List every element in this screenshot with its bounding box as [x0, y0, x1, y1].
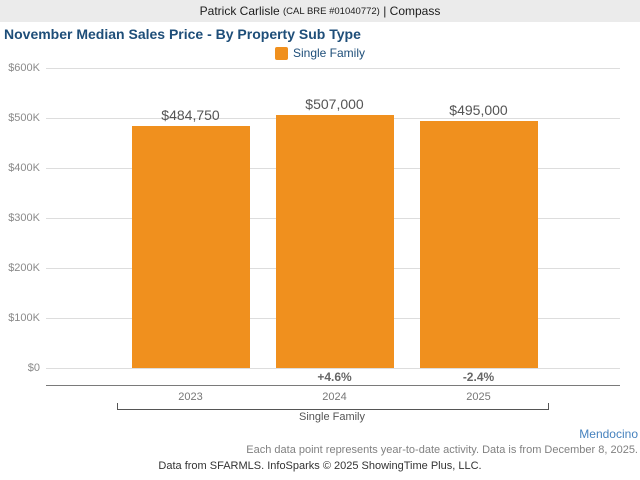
y-axis-tick-label: $0: [27, 362, 40, 374]
group-bracket: [117, 403, 549, 410]
brokerage-name: Compass: [389, 4, 441, 18]
chart-legend: Single Family: [0, 46, 640, 60]
y-axis-tick-label: $300K: [8, 212, 40, 224]
y-axis-tick-label: $500K: [8, 112, 40, 124]
bar-value-label: $495,000: [449, 101, 508, 118]
pct-change-label: +4.6%: [317, 370, 352, 384]
y-axis-tick-label: $200K: [8, 262, 40, 274]
bar[interactable]: [131, 125, 250, 368]
gridline: [46, 368, 620, 369]
pct-change-label: -2.4%: [462, 370, 495, 384]
group-label: Single Family: [298, 411, 366, 423]
data-note: Each data point represents year-to-date …: [246, 444, 638, 456]
x-axis-tick-label: 2024: [322, 391, 347, 403]
legend-label: Single Family: [292, 46, 366, 60]
y-axis-tick-label: $600K: [8, 62, 40, 74]
x-axis-tick-label: 2025: [466, 391, 491, 403]
x-axis-tick-label: 2023: [178, 391, 203, 403]
branding-header: Patrick Carlisle (CAL BRE #01040772) | C…: [0, 0, 640, 22]
x-axis-line: [46, 385, 620, 386]
legend-swatch-single-family: [274, 46, 288, 60]
y-axis-tick-label: $400K: [8, 162, 40, 174]
agent-license: (CAL BRE #01040772): [283, 5, 380, 17]
bar-value-label: $507,000: [305, 95, 364, 112]
bar-value-label: $484,750: [161, 106, 220, 123]
gridline: [46, 68, 620, 69]
bar[interactable]: [419, 120, 538, 368]
chart-title: November Median Sales Price - By Propert…: [4, 26, 361, 42]
header-separator: |: [383, 4, 387, 18]
y-axis-tick-label: $100K: [8, 312, 40, 324]
region-label[interactable]: Mendocino: [579, 427, 638, 441]
bar[interactable]: [275, 114, 394, 368]
agent-name: Patrick Carlisle: [199, 4, 280, 18]
attribution-text: Data from SFARMLS. InfoSparks © 2025 Sho…: [158, 460, 482, 472]
